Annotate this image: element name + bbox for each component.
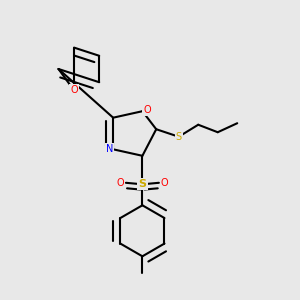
- Text: S: S: [176, 132, 182, 142]
- Text: O: O: [70, 85, 78, 95]
- Text: O: O: [143, 105, 151, 115]
- Text: S: S: [138, 179, 146, 189]
- Text: N: N: [106, 144, 113, 154]
- Text: O: O: [160, 178, 168, 188]
- Text: O: O: [117, 178, 124, 188]
